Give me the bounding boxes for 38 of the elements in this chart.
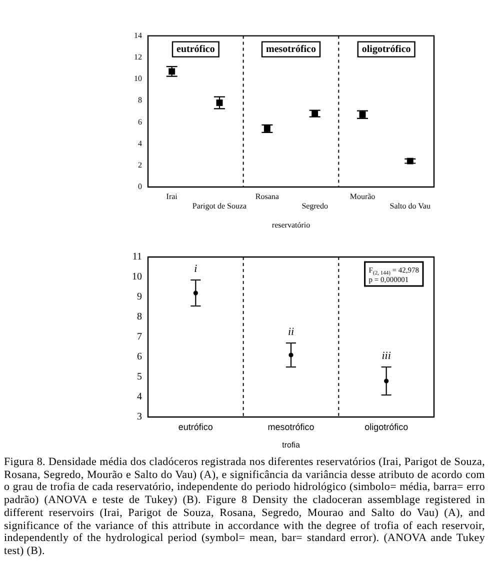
- annotation: oligotrófico: [362, 44, 411, 55]
- x-axis-title: reservatório: [272, 220, 310, 230]
- text: Figura 8. Densidade média dos cladóceros registrada nos diferentes reservatórios (Irai, Parigot de Souza, Rosana, Segredo, Mourão e Salto do Vau) (A), e significância da variância desse atributo de acordo com o grau de trofia de cada reservatório, independente do periodo hidrológico (simbolo= média, barra= erro padrão) (ANOVA e teste de Tukey) (B). Figure 8 Density the cladoceran assemblage registered in different reservoirs (Irai, Parigot de Souza, Rosana, Segredo, Mourao and Salto do Vau) (A), and significance of the variance of this attribute in accordance with the degree of trofia of each reservoir, independently of the hydrological period (symbol= mean, bar= standard error). (ANOVA ande Tukey test) (B).: [4, 456, 485, 557]
- y-tick-label: 3: [137, 412, 142, 423]
- x-tick-label: Irai: [166, 192, 178, 201]
- y-tick-label: 4: [138, 138, 142, 148]
- y-tick-label: 6: [137, 352, 142, 363]
- x-axis-title: trofia: [282, 440, 300, 450]
- x-tick-label: oligotrófico: [364, 422, 408, 432]
- x-tick-label: Mourão: [350, 192, 376, 201]
- x-tick-label: mesotrófico: [268, 422, 314, 432]
- y-tick-label: 2: [138, 160, 142, 170]
- y-tick-label: 0: [138, 182, 142, 192]
- point: [384, 378, 389, 384]
- y-tick-label: 12: [134, 52, 142, 62]
- annotation: i: [194, 262, 198, 275]
- x-tick-label: Parigot de Souza: [192, 201, 248, 210]
- point: [288, 352, 294, 358]
- x-tick-label: Salto do Vau: [390, 201, 431, 210]
- x-tick-label: eutrófico: [178, 422, 213, 432]
- y-tick-label: 8: [137, 312, 142, 323]
- annotation: mesotrófico: [266, 44, 316, 55]
- annotation: iii: [382, 350, 391, 362]
- y-tick-label: 4: [137, 392, 142, 403]
- y-tick-label: 7: [137, 332, 142, 343]
- y-tick-label: 5: [137, 372, 142, 383]
- y-tick-label: 6: [138, 117, 142, 126]
- y-tick-label: 9: [137, 292, 142, 303]
- x-tick-label: Segredo: [302, 201, 328, 210]
- y-tick-label: 10: [132, 272, 142, 283]
- point: [193, 290, 198, 296]
- y-tick-label: 14: [134, 30, 142, 40]
- annotation: eutrófico: [176, 44, 215, 55]
- annotation: ii: [288, 326, 294, 338]
- y-tick-label: 8: [138, 96, 142, 105]
- y-tick-label: 10: [134, 74, 142, 84]
- x-tick-label: Rosana: [255, 192, 280, 201]
- y-tick-label: 11: [132, 252, 142, 263]
